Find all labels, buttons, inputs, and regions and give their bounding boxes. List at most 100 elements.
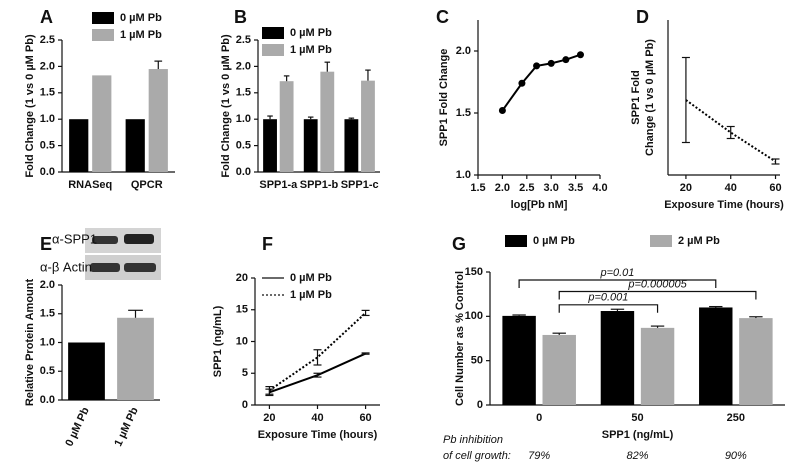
y-tick-label: 1.0 — [40, 113, 55, 125]
y-axis-label: SPP1 Fold — [630, 70, 642, 124]
bar — [68, 342, 105, 400]
legend-label: 0 µM Pb — [290, 272, 332, 284]
bar — [542, 334, 576, 405]
y-tick-label: 2.5 — [40, 34, 55, 46]
legend-swatch — [650, 235, 672, 247]
bar — [69, 119, 89, 172]
legend-swatch — [92, 29, 114, 41]
y-axis-label: Fold Change (1 vs 0 µM Pb) — [24, 34, 36, 178]
panel-letter: G — [452, 234, 466, 254]
y-tick-label: 15 — [236, 304, 248, 316]
data-point — [562, 56, 570, 64]
x-axis-label: SPP1 (ng/mL) — [602, 429, 674, 441]
panel-letter: D — [636, 7, 649, 27]
x-tick-label: 3.0 — [544, 182, 559, 194]
data-line — [501, 53, 581, 112]
x-axis-label: log[Pb nM] — [511, 199, 568, 211]
data-point — [547, 59, 555, 67]
x-tick-label: 2.5 — [519, 182, 534, 194]
bar — [640, 327, 675, 405]
significance-bracket — [558, 290, 757, 300]
panel-letter: B — [234, 7, 247, 27]
bar — [502, 315, 536, 405]
inhibition-label: of cell growth: — [443, 450, 511, 462]
legend-label: 1 µM Pb — [290, 44, 332, 56]
inhibition-value: 79% — [528, 450, 550, 462]
x-tick-label: 20 — [263, 412, 275, 424]
y-axis-label: Relative Protein Amount — [24, 279, 36, 407]
legend-swatch — [262, 44, 284, 56]
y-tick-label: 0.0 — [236, 166, 251, 178]
y-tick-label: 20 — [236, 272, 248, 284]
bar — [320, 71, 335, 172]
x-tick-label: 2.0 — [495, 182, 510, 194]
inhibition-value: 82% — [626, 450, 648, 462]
x-tick-label: 60 — [359, 412, 371, 424]
bar — [148, 69, 168, 172]
y-axis-label: SPP1 (ng/mL) — [212, 305, 224, 377]
x-tick-label: 1.5 — [470, 182, 485, 194]
y-tick-label: 2.0 — [456, 45, 471, 57]
bar — [361, 80, 375, 172]
y-axis-label: Change (1 vs 0 µM Pb) — [644, 39, 656, 156]
legend-label: 2 µM Pb — [678, 235, 720, 247]
bar — [92, 75, 112, 172]
legend-swatch — [92, 12, 114, 24]
y-tick-label: 0.5 — [40, 365, 55, 377]
panel-letter: F — [262, 234, 273, 254]
x-tick-label: 3.5 — [568, 182, 583, 194]
x-axis-label: Exposure Time (hours) — [664, 199, 784, 211]
bar — [279, 81, 294, 172]
y-tick-label: 2.0 — [40, 279, 55, 291]
y-tick-label: 1.0 — [236, 113, 251, 125]
y-tick-label: 0.0 — [40, 166, 55, 178]
y-tick-label: 2.0 — [40, 60, 55, 72]
y-tick-label: 1.5 — [456, 107, 471, 119]
x-tick-label: 0 µM Pb — [63, 405, 92, 448]
panel: E 0.0 0.5 1.0 1.5 2.0 Relative Protein Amount 0… — [24, 231, 160, 448]
x-tick-label: 20 — [680, 182, 692, 194]
y-tick-label: 1.5 — [40, 87, 55, 99]
bar — [117, 317, 154, 400]
bar — [699, 307, 733, 405]
significance-bracket — [558, 304, 659, 313]
legend-label: 0 µM Pb — [533, 235, 575, 247]
x-tick-label: 40 — [725, 182, 737, 194]
inhibition-value: 90% — [725, 450, 747, 462]
x-tick-label: 50 — [631, 412, 643, 424]
bar — [739, 318, 773, 405]
bar — [600, 311, 635, 405]
y-tick-label: 5 — [242, 367, 248, 379]
x-tick-label: SPP1-c — [341, 179, 379, 191]
western-blot — [85, 228, 161, 280]
p-value: p=0.000005 — [627, 278, 687, 290]
panel-letter: A — [40, 7, 53, 27]
y-tick-label: 1.5 — [40, 308, 55, 320]
p-value: p=0.01 — [599, 267, 634, 279]
y-tick-label: 0 — [477, 399, 483, 411]
legend-swatch — [505, 235, 527, 247]
x-tick-label: 40 — [311, 412, 323, 424]
x-tick-label: SPP1-b — [300, 179, 339, 191]
y-axis-label: SPP1 Fold Change — [438, 49, 450, 147]
x-tick-label: 60 — [769, 182, 781, 194]
x-tick-label: 4.0 — [592, 182, 607, 194]
y-axis-label: Fold Change (1 vs 0 µM Pb) — [220, 34, 232, 178]
x-tick-label: QPCR — [131, 179, 163, 191]
x-tick-label: 250 — [727, 412, 745, 424]
x-tick-label: SPP1-a — [259, 179, 298, 191]
bar — [303, 119, 318, 172]
x-tick-label: 0 — [536, 412, 542, 424]
bar — [125, 119, 145, 172]
inhibition-label: Pb inhibition — [443, 434, 503, 446]
y-tick-label: 2.5 — [236, 34, 251, 46]
p-value: p=0.001 — [587, 292, 628, 304]
x-tick-label: 1 µM Pb — [112, 405, 141, 448]
data-point — [576, 51, 584, 59]
blot-label: α-β Actin — [40, 259, 92, 274]
y-tick-label: 50 — [471, 355, 483, 367]
panel-letter: E — [40, 234, 52, 254]
